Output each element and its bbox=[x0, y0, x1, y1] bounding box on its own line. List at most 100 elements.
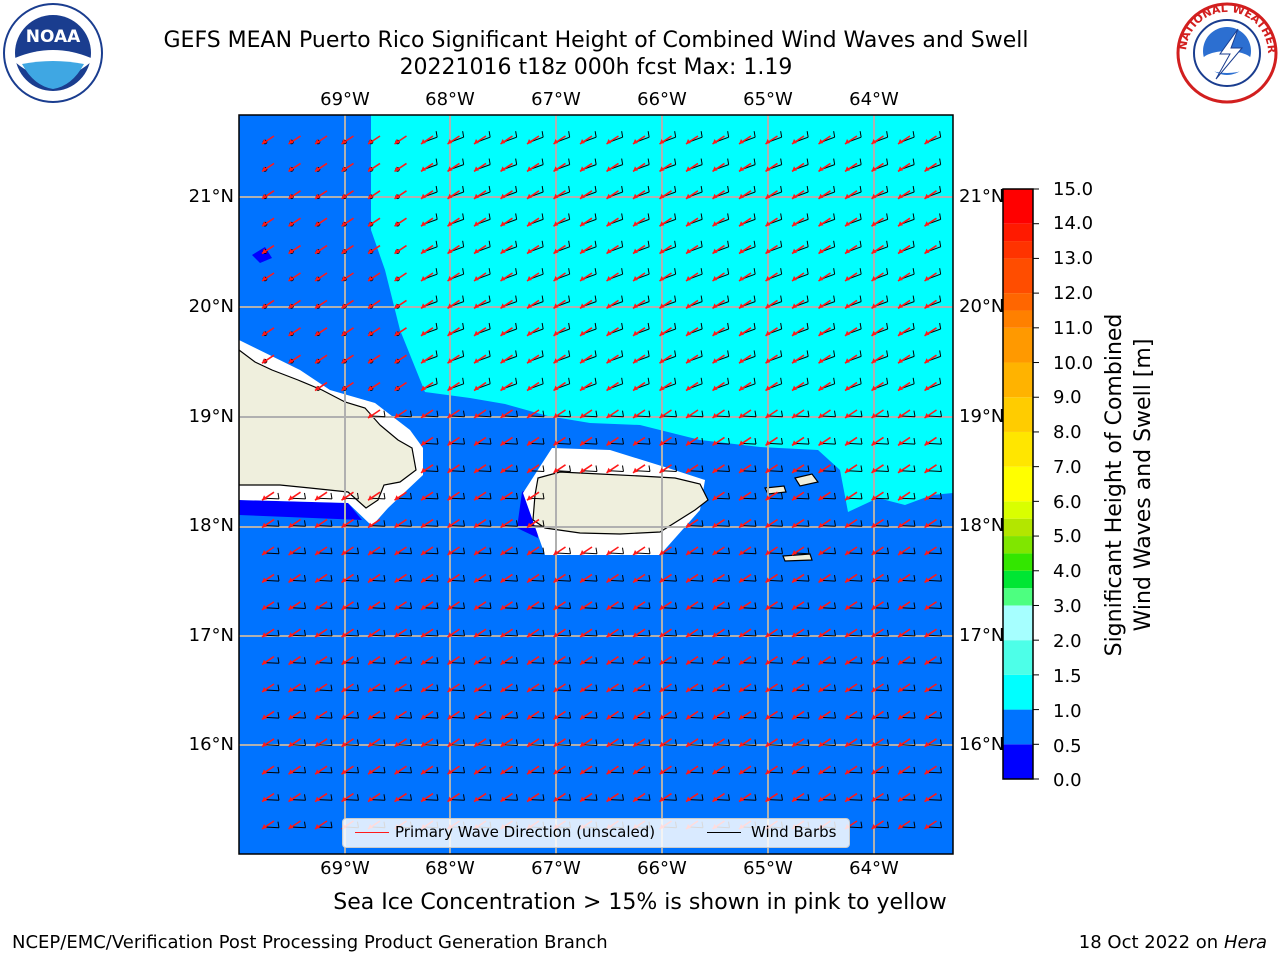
wind-barb-flag bbox=[647, 322, 650, 330]
wind-barb-flag bbox=[886, 295, 889, 302]
wave-direction-arrowhead bbox=[315, 632, 320, 638]
wave-direction-arrowhead bbox=[368, 276, 373, 281]
wave-direction-arrowhead bbox=[315, 276, 320, 281]
wave-direction-arrowhead bbox=[739, 440, 744, 446]
wind-barb bbox=[847, 415, 863, 418]
wind-barb-flag bbox=[595, 410, 598, 417]
colorbar-band bbox=[1003, 362, 1033, 398]
wave-direction-arrowhead bbox=[818, 550, 824, 555]
wind-barb-flag bbox=[568, 350, 571, 357]
wave-direction-arrowhead bbox=[500, 221, 506, 227]
wind-barb bbox=[291, 552, 306, 555]
wind-barb-flag bbox=[939, 350, 942, 357]
wind-barb-flag bbox=[886, 350, 889, 357]
wind-barb bbox=[503, 662, 518, 664]
wind-barb-flag bbox=[860, 520, 863, 527]
wind-barb-flag bbox=[806, 213, 809, 220]
wind-barb-flag bbox=[753, 213, 756, 220]
wind-barb bbox=[291, 744, 306, 746]
wind-barb-flag bbox=[542, 712, 545, 719]
wave-direction-arrowhead bbox=[924, 522, 930, 528]
wave-direction-arrowhead bbox=[898, 741, 903, 747]
wind-barb-flag bbox=[939, 492, 942, 499]
wave-direction-arrowhead bbox=[739, 276, 744, 281]
wind-barb-flag bbox=[674, 322, 677, 330]
wave-direction-arrowhead bbox=[792, 303, 797, 309]
wave-direction-arrowhead bbox=[845, 221, 850, 227]
wind-barb-flag bbox=[568, 322, 571, 330]
wave-direction-arrowhead bbox=[553, 741, 559, 747]
wave-direction-arrowhead bbox=[818, 577, 824, 583]
wave-direction-arrowhead bbox=[739, 413, 744, 418]
wind-barb-flag bbox=[277, 575, 280, 582]
wind-barb bbox=[423, 662, 439, 664]
wave-direction-arrowhead bbox=[447, 248, 453, 254]
wave-direction-arrowhead bbox=[606, 330, 612, 336]
wave-direction-arrowhead bbox=[288, 495, 294, 501]
wind-barb bbox=[821, 662, 836, 664]
colorbar-tick-label: 6.0 bbox=[1053, 492, 1082, 513]
wind-barb-flag bbox=[780, 295, 783, 302]
wind-barb-flag bbox=[859, 295, 862, 302]
wave-direction-arrowhead bbox=[262, 139, 267, 144]
wind-barb-flag bbox=[568, 377, 571, 384]
wave-direction-arrowhead bbox=[262, 824, 267, 829]
wind-barb-flag bbox=[277, 739, 280, 746]
wind-barb bbox=[688, 442, 704, 445]
colorbar-band bbox=[1003, 553, 1033, 571]
wind-barb bbox=[582, 634, 598, 637]
wind-barb-flag bbox=[753, 185, 756, 193]
colorbar-tick-label: 8.0 bbox=[1053, 422, 1082, 443]
wind-barb bbox=[741, 470, 757, 472]
wave-direction-arrowhead bbox=[421, 714, 426, 720]
lon-label: 64°W bbox=[849, 89, 899, 110]
wind-barb bbox=[529, 662, 545, 664]
wave-direction-arrowhead bbox=[924, 330, 930, 336]
wave-direction-arrowhead bbox=[633, 330, 638, 336]
wind-barb-flag bbox=[383, 520, 386, 527]
wind-barb bbox=[715, 442, 730, 445]
wind-barb bbox=[821, 634, 836, 637]
wind-barb-flag bbox=[647, 213, 650, 220]
wave-direction-arrowhead bbox=[527, 467, 532, 473]
wave-direction-arrowhead bbox=[341, 769, 347, 775]
wind-barb-flag bbox=[859, 213, 862, 220]
wind-barb-flag bbox=[859, 268, 862, 275]
wave-direction-arrowhead bbox=[262, 550, 267, 555]
wind-barb-flag bbox=[780, 492, 783, 499]
wave-direction-arrowhead bbox=[474, 741, 479, 747]
wind-barb-flag bbox=[912, 131, 915, 138]
wave-direction-arrowhead bbox=[262, 330, 267, 336]
wave-direction-arrowhead bbox=[739, 550, 744, 555]
wind-barb-flag bbox=[648, 575, 651, 582]
wind-barb bbox=[423, 525, 439, 527]
wind-barb-flag bbox=[913, 766, 916, 773]
wave-direction-arrowhead bbox=[288, 769, 294, 775]
wind-barb-flag bbox=[780, 766, 783, 773]
hispaniola-land bbox=[239, 349, 417, 509]
wave-direction-arrowhead bbox=[368, 248, 373, 254]
wave-direction-arrowhead bbox=[315, 824, 320, 829]
wind-barb-flag bbox=[700, 158, 703, 165]
wave-direction-arrowhead bbox=[765, 440, 771, 446]
wind-barb-flag bbox=[833, 158, 836, 165]
wind-barb-flag bbox=[648, 629, 651, 636]
wind-barb bbox=[423, 497, 439, 500]
wind-barb-flag bbox=[939, 377, 942, 384]
wave-direction-arrowhead bbox=[315, 139, 320, 144]
wind-barb bbox=[900, 579, 916, 582]
wind-barb bbox=[476, 470, 492, 472]
wave-direction-arrowhead bbox=[792, 139, 797, 144]
wave-direction-arrowhead bbox=[394, 769, 400, 775]
wind-barb bbox=[529, 607, 545, 609]
wave-direction-arrowhead bbox=[527, 358, 532, 364]
wave-direction-arrowhead bbox=[500, 330, 506, 336]
wind-barb-flag bbox=[277, 547, 280, 554]
wind-barb-flag bbox=[674, 158, 677, 165]
wind-barb bbox=[688, 689, 704, 692]
wind-barb bbox=[556, 552, 571, 555]
wave-direction-arrowhead bbox=[394, 166, 400, 172]
wave-direction-arrowhead bbox=[792, 385, 797, 391]
wave-direction-arrowhead bbox=[288, 796, 294, 802]
wind-barb-flag bbox=[754, 547, 757, 554]
